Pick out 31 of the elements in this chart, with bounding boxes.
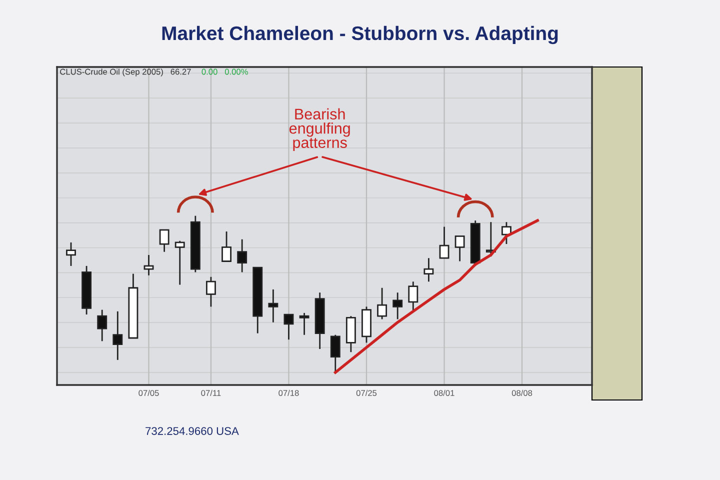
x-tick-label: 07/18 — [278, 390, 299, 396]
candlestick — [237, 238, 248, 273]
candlestick — [454, 235, 465, 262]
text: Bearish engulfing patterns — [289, 108, 350, 152]
x-tick-label: 08/08 — [512, 390, 532, 396]
candlestick — [112, 310, 123, 361]
candlestick — [268, 288, 278, 324]
candlestick — [439, 226, 450, 259]
x-tick-label: 07/11 — [201, 390, 221, 396]
candlestick — [66, 242, 76, 267]
text: 0.00 0.00% — [202, 68, 248, 75]
x-tick-label: 07/05 — [138, 390, 159, 396]
candlestick — [299, 312, 310, 336]
candlestick — [97, 309, 108, 342]
candlestick — [501, 221, 512, 245]
candlestick — [144, 254, 154, 276]
candlestick — [206, 276, 216, 308]
candlestick — [392, 292, 403, 320]
candlestick — [174, 240, 185, 286]
text: CLUS-Crude Oil (Sep 2005) 66.27 — [60, 68, 191, 76]
x-tick-label: 08/01 — [434, 390, 454, 396]
candlestick — [330, 334, 340, 374]
candlestick — [284, 314, 294, 340]
candlestick — [424, 257, 434, 282]
candlestick — [377, 287, 388, 320]
x-tick-label: 07/25 — [356, 390, 377, 396]
text: 732.254.9660 USA — [146, 427, 239, 435]
chart-title: Market Chameleon - Stubborn vs. Adapting — [162, 26, 558, 44]
candlestick — [222, 230, 232, 262]
candlestick — [408, 280, 418, 312]
candlestick — [159, 229, 170, 253]
